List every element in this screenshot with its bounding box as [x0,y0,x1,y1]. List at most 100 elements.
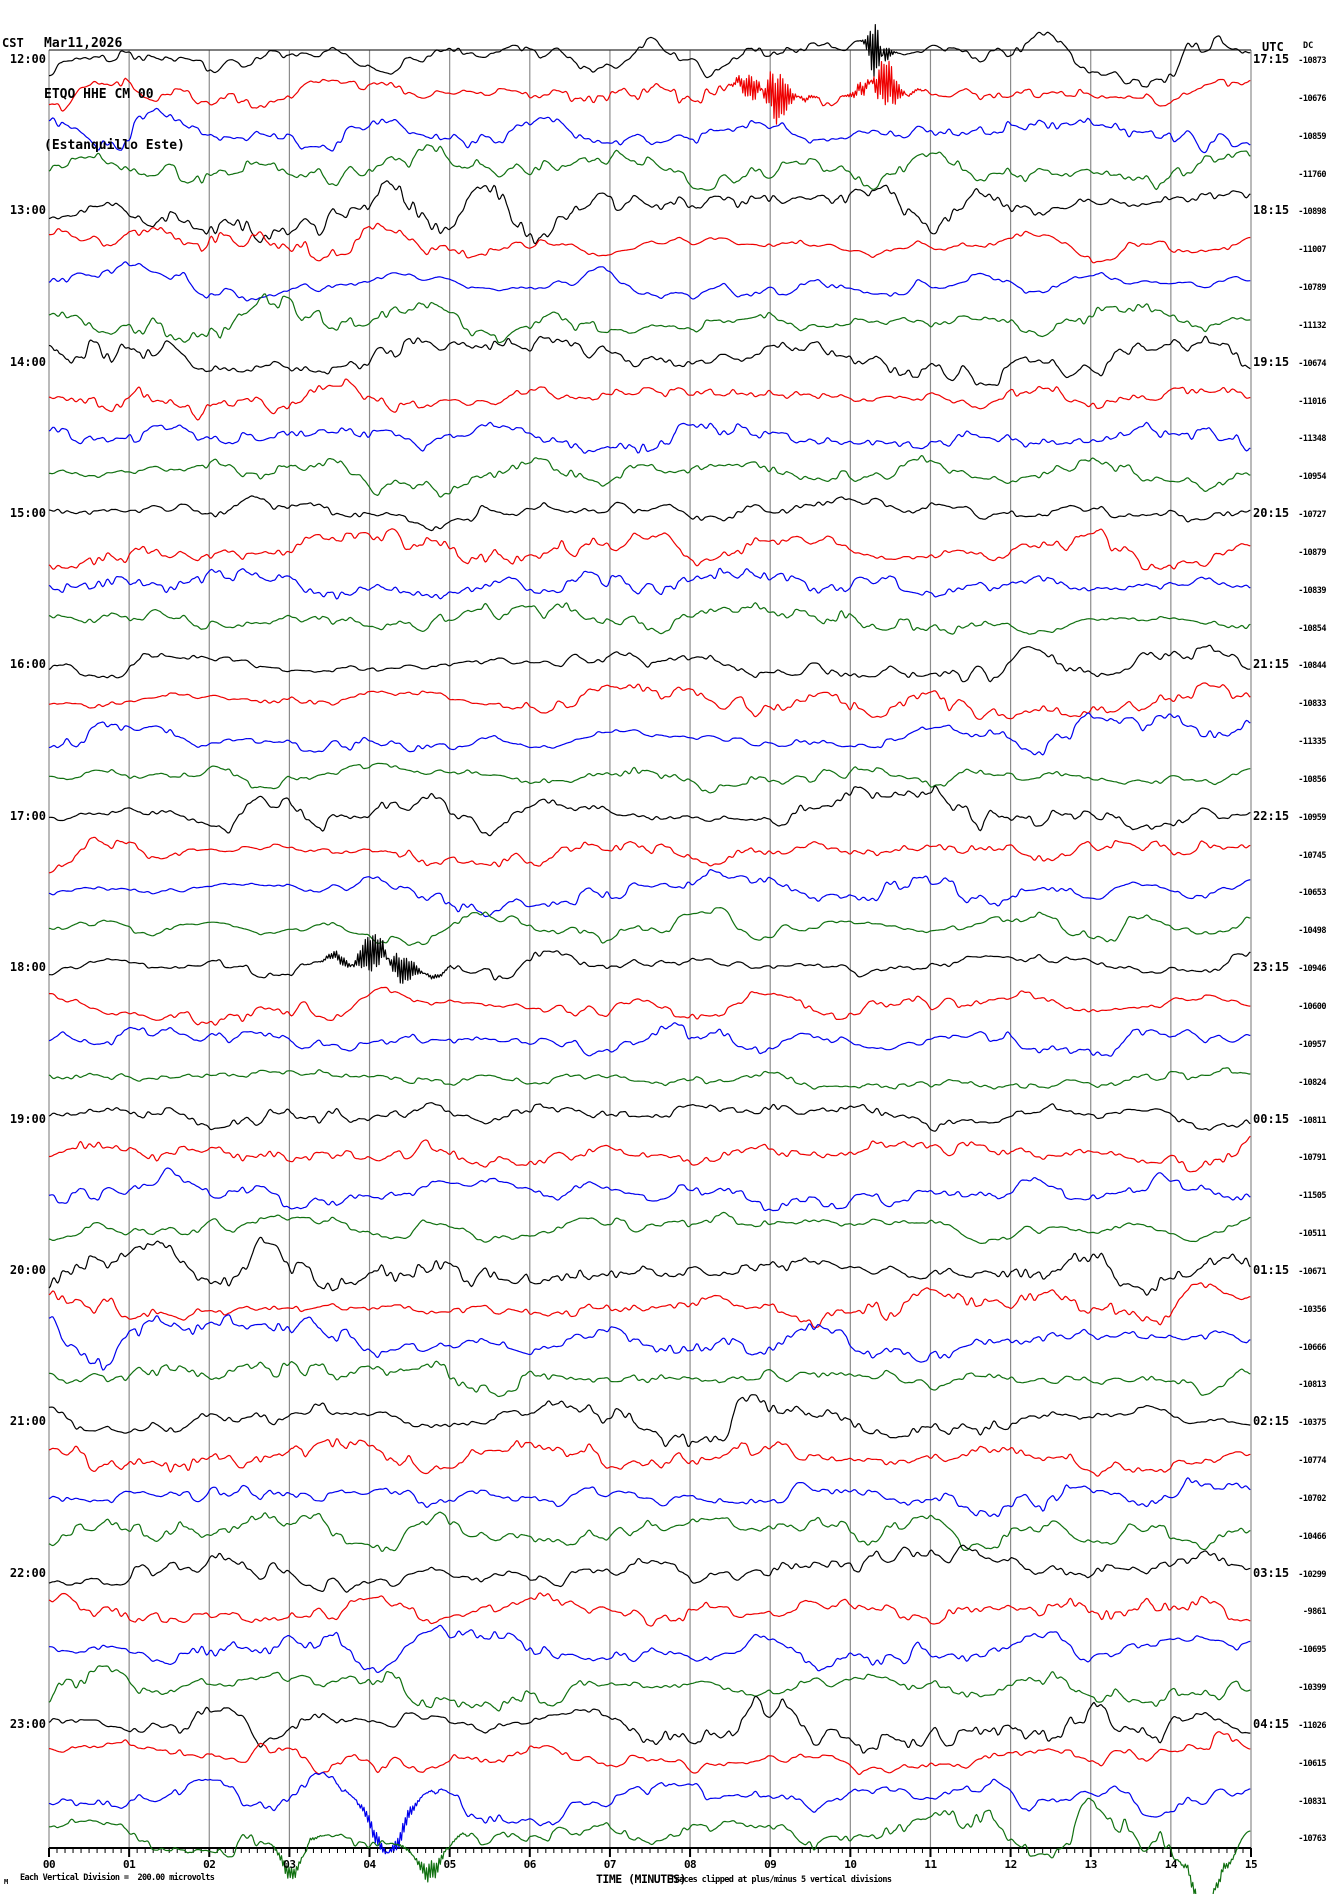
cst-hour-label: 19:00 [9,1111,46,1126]
seismogram-trace [48,421,1251,454]
dc-value-label: -10763 [1298,1834,1326,1845]
cst-hour-label: 14:00 [9,354,46,369]
seismogram-trace [48,1695,1251,1754]
dc-value-label: -10676 [1298,93,1326,104]
vertical-scale-note: Each Vertical Division = 200.00 microvol… [20,1873,215,1883]
dc-value-label: -10666 [1298,1342,1326,1353]
seismogram-trace [48,1394,1251,1448]
seismogram-trace [48,869,1251,918]
cst-hour-label: 20:00 [9,1262,46,1277]
seismogram-trace [48,1771,1251,1855]
seismogram-trace [49,1135,1251,1173]
dc-value-label: -10854 [1298,623,1326,634]
left-timezone-label: CST [2,36,24,50]
dc-value-label: -11335 [1298,737,1326,748]
seismogram-trace [48,1592,1251,1627]
dc-value-label: -10959 [1298,812,1326,823]
seismogram-trace [48,712,1251,756]
x-tick-label: 14 [1164,1858,1178,1871]
seismogram-trace [48,682,1251,720]
x-tick-label: 05 [443,1858,457,1871]
seismogram-trace [48,907,1251,946]
dc-value-label: -11348 [1298,434,1326,445]
x-tick-label: 02 [203,1858,216,1871]
seismogram-trace [48,1102,1251,1132]
seismogram-trace [48,24,1251,88]
seismogram-trace [48,1511,1251,1552]
dc-value-label: -10791 [1298,1153,1326,1164]
dc-value-label: -10879 [1298,547,1326,558]
seismogram-trace [48,1477,1251,1518]
x-tick-label: 08 [683,1858,697,1871]
dc-value-label: -10498 [1298,926,1326,937]
x-tick-label: 07 [603,1858,617,1871]
utc-hour-label: 21:15 [1253,657,1290,672]
dc-value-label: -10859 [1298,131,1326,142]
dc-value-label: -10671 [1298,1266,1326,1277]
cst-hour-label: 15:00 [9,506,46,521]
seismogram-trace [48,1211,1251,1244]
utc-hour-label: 04:15 [1253,1716,1290,1731]
dc-value-label: -10600 [1298,1002,1326,1012]
utc-hour-label: 20:15 [1253,506,1290,521]
seismogram-trace [49,762,1251,794]
seismogram-trace [48,602,1251,635]
seismogram-trace [48,1236,1251,1296]
x-tick-label: 06 [523,1858,537,1871]
seismogram-trace [48,293,1251,344]
dc-value-label: -10511 [1298,1229,1326,1240]
dc-value-label: -10375 [1298,1418,1326,1429]
cst-hour-label: 12:00 [9,52,46,66]
dc-value-label: -10695 [1298,1645,1326,1656]
seismogram-trace [48,1314,1251,1371]
right-timezone-label: UTC [1262,40,1284,54]
seismogram-trace [48,1544,1251,1593]
dc-value-label: -11505 [1298,1191,1326,1202]
clip-note: Traces clipped at plus/minus 5 vertical … [670,1875,892,1885]
station-name-label: (Estanquillo Este) [44,138,185,153]
x-tick-label: 03 [283,1858,296,1871]
dc-value-label: -10745 [1298,850,1326,861]
seismogram-trace [48,528,1251,571]
utc-hour-label: 17:15 [1253,52,1290,66]
utc-hour-label: 01:15 [1253,1262,1290,1277]
seismogram-trace [49,222,1251,264]
dc-value-label: -10957 [1298,1039,1326,1050]
cst-hour-label: 17:00 [9,808,46,823]
dc-value-label: -10615 [1298,1758,1326,1769]
dc-value-label: -10299 [1298,1569,1326,1580]
seismogram-trace [48,335,1251,386]
dc-value-label: -10839 [1298,585,1326,596]
seismogram-trace [48,495,1251,532]
utc-hour-label: 00:15 [1253,1111,1290,1126]
utc-hour-label: 22:15 [1253,808,1290,823]
dc-value-label: -10844 [1298,661,1326,672]
cst-hour-label: 23:00 [9,1716,46,1731]
seismogram-trace [48,1731,1251,1776]
x-tick-label: 00 [42,1858,56,1871]
utc-hour-label: 03:15 [1253,1565,1290,1580]
dc-value-label: -10399 [1298,1683,1326,1694]
dc-value-label: -11760 [1298,169,1326,180]
cst-hour-label: 21:00 [9,1414,46,1429]
x-tick-label: 12 [1004,1858,1017,1871]
seismogram-trace [49,1797,1251,1894]
seismogram-trace [48,378,1251,421]
utc-hour-label: 18:15 [1253,203,1290,218]
x-tick-label: 04 [363,1858,376,1871]
dc-value-label: -10946 [1298,964,1326,975]
dc-value-label: -10831 [1298,1796,1326,1807]
seismogram-trace [48,1067,1251,1090]
utc-hour-label: 23:15 [1253,960,1290,975]
dc-value-label: -10356 [1298,1304,1326,1315]
seismogram-trace [48,180,1251,245]
cst-hour-label: 16:00 [9,657,46,672]
seismogram-trace [48,107,1251,154]
utc-hour-label: 02:15 [1253,1414,1290,1429]
x-tick-label: 10 [844,1858,857,1871]
seismogram-trace [48,1360,1251,1398]
x-tick-label: 11 [924,1858,937,1871]
seismogram-trace [49,785,1251,837]
